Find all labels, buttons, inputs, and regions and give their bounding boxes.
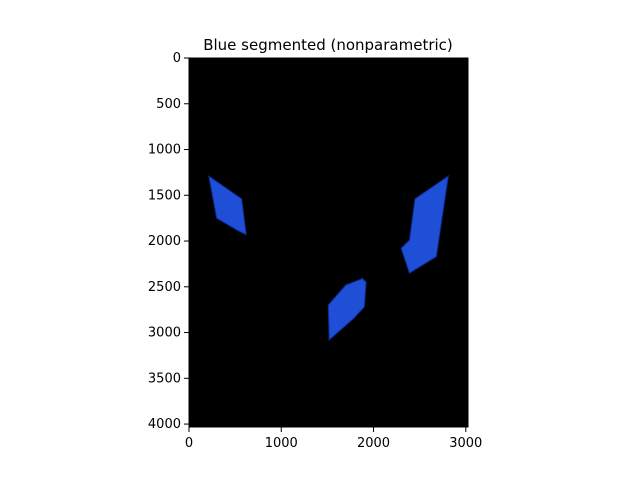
y-tick-label: 0 [173,51,181,66]
chart-title: Blue segmented (nonparametric) [203,36,453,54]
x-tick-label: 0 [185,436,193,451]
y-tick-label: 1500 [148,188,181,203]
bottom-center-region [327,278,367,341]
x-tick-label: 1000 [265,436,298,451]
right-region [400,175,449,274]
left-region [208,174,247,236]
x-tick-label: 3000 [449,436,482,451]
y-tick-label: 2000 [148,234,181,249]
y-tick-label: 1000 [148,143,181,158]
y-tick-label: 500 [156,97,181,112]
y-tick-label: 3000 [148,326,181,341]
x-tick-label: 2000 [357,436,390,451]
y-tick-label: 2500 [148,280,181,295]
plot-layer [189,58,468,427]
axes-layer: 0 1000 2000 3000 0 500 1000 1500 2000 2500 3000 350… [148,51,482,451]
y-tick-label: 4000 [148,417,181,432]
y-tick-label: 3500 [148,371,181,386]
plot-frame [188,57,469,428]
